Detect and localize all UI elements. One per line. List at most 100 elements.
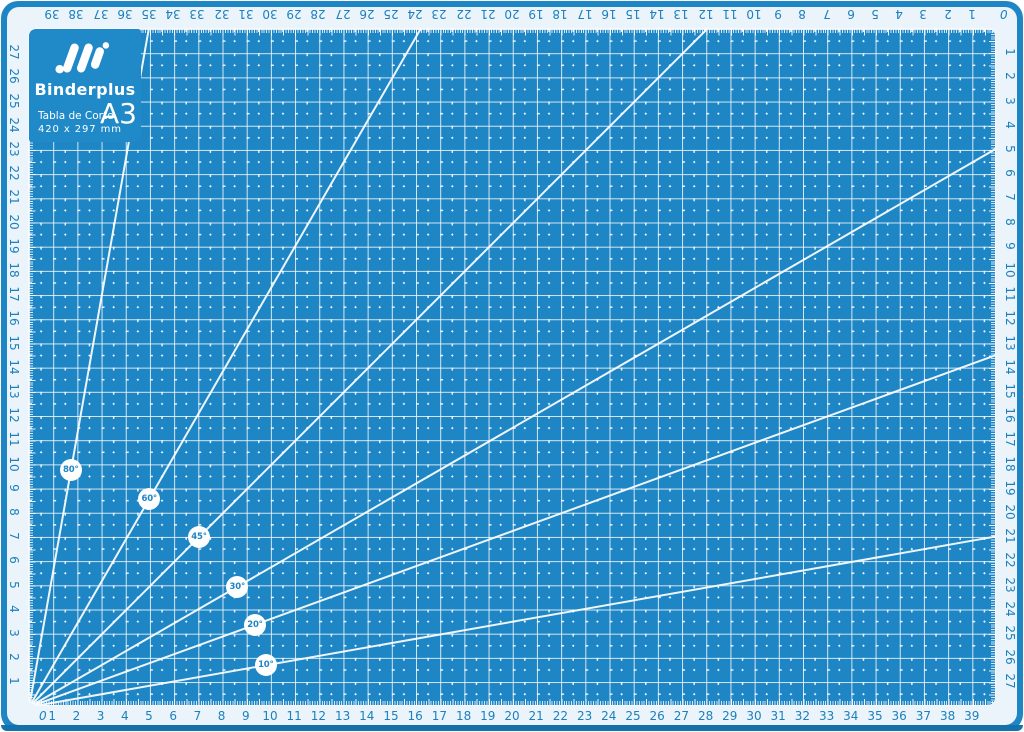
ruler-number: 5	[6, 580, 21, 589]
ruler-number: 12	[310, 709, 327, 723]
ruler-number: 3	[1003, 96, 1017, 105]
angle-badge: 80°	[59, 459, 82, 482]
logo-panel: Binderplus Tabla de Corte 420 x 297 mm A…	[29, 29, 141, 142]
ruler-number: 29	[286, 6, 302, 21]
ruler-number: 11	[1003, 286, 1017, 302]
ruler-number: 27	[673, 709, 690, 723]
ruler-number: 11	[722, 6, 738, 21]
ruler-number: 29	[722, 709, 738, 723]
ruler-number: 14	[649, 6, 665, 21]
angle-badge: 30°	[226, 575, 249, 598]
ruler-number: 25	[383, 6, 399, 21]
angle-badge: 10°	[254, 654, 277, 677]
ruler-number: 3	[919, 6, 928, 21]
ruler-number: 5	[871, 6, 879, 21]
ruler-number: 38	[68, 6, 85, 21]
ruler-number: 18	[552, 6, 569, 21]
mm-ticks-left	[29, 29, 36, 705]
ruler-number: 20	[6, 213, 21, 230]
ruler-number: 34	[843, 709, 859, 723]
brand-name: Binderplus	[34, 80, 136, 99]
ruler-number: 20	[504, 709, 520, 723]
ruler-number: 21	[480, 6, 496, 21]
ruler-number: 11	[6, 431, 21, 448]
angle-badge: 20°	[243, 613, 266, 636]
ruler-number: 7	[6, 532, 21, 541]
ruler-number: 9	[774, 6, 783, 21]
ruler-number: 15	[625, 6, 641, 21]
ruler-number: 31	[238, 6, 254, 21]
ruler-number: 16	[407, 709, 423, 723]
ruler-number: 19	[480, 709, 496, 723]
ruler-number: 17	[6, 286, 21, 302]
ruler-number: 23	[6, 141, 21, 157]
ruler-number: 23	[576, 709, 593, 723]
ruler-number: 19	[1003, 480, 1017, 496]
ruler-number: 33	[189, 6, 206, 21]
ruler-number: 33	[818, 709, 835, 723]
wave-logo-icon	[55, 42, 110, 74]
ruler-number: 4	[120, 709, 129, 723]
ruler-number: 26	[359, 6, 375, 21]
ruler-number: 28	[310, 6, 327, 21]
ruler-number: 11	[286, 709, 302, 723]
ruler-number: 34	[165, 6, 181, 21]
ruler-number: 20	[504, 6, 520, 21]
ruler-number: 23	[1003, 576, 1017, 593]
ruler-number: 5	[145, 709, 153, 723]
ruler-zero-bottom-left: 0	[39, 709, 47, 723]
ruler-number: 23	[431, 6, 448, 21]
ruler-number: 18	[6, 262, 21, 278]
ruler-number: 15	[1003, 383, 1017, 399]
angle-badge: 45°	[188, 525, 211, 548]
ruler-number: 32	[794, 709, 811, 723]
ruler-number: 2	[6, 653, 21, 662]
ruler-number: 8	[6, 508, 21, 516]
ruler-number: 7	[1003, 193, 1017, 202]
ruler-number: 10	[746, 6, 762, 21]
ruler-number: 22	[1003, 552, 1017, 569]
ruler-number: 8	[1003, 217, 1017, 226]
ruler-number: 1	[967, 6, 976, 21]
mm-ticks-bottom	[29, 698, 995, 705]
ruler-number: 24	[407, 6, 423, 21]
ruler-number: 12	[697, 6, 714, 21]
ruler-number: 36	[117, 6, 133, 21]
ruler-number: 22	[455, 6, 472, 21]
angle-line	[29, 353, 995, 705]
ruler-number: 25	[6, 92, 21, 109]
ruler-number: 14	[6, 359, 21, 375]
ruler-number: 38	[939, 709, 956, 723]
ruler-number: 24	[1003, 601, 1017, 617]
ruler-number: 9	[6, 483, 21, 492]
product-name: Tabla de Corte	[38, 110, 114, 122]
ruler-number: 10	[6, 455, 21, 472]
ruler-number: 16	[6, 310, 21, 327]
ruler-number: 20	[1003, 504, 1017, 520]
ruler-number: 18	[1003, 455, 1017, 472]
ruler-number: 32	[213, 6, 230, 21]
ruler-number: 24	[6, 117, 21, 133]
ruler-number: 15	[6, 334, 21, 351]
ruler-number: 13	[1003, 334, 1017, 351]
ruler-number: 27	[1003, 673, 1017, 690]
angle-badge: 60°	[138, 487, 161, 510]
ruler-number: 35	[867, 709, 883, 723]
ruler-number: 37	[92, 6, 109, 21]
ruler-number: 2	[1003, 72, 1017, 81]
ruler-number: 26	[6, 68, 21, 85]
ruler-number: 2	[943, 6, 952, 21]
ruler-number: 3	[6, 629, 21, 637]
ruler-number: 26	[649, 709, 665, 723]
ruler-number: 13	[6, 383, 21, 399]
ruler-number: 19	[528, 6, 544, 21]
ruler-number: 4	[1003, 120, 1017, 129]
ruler-number: 36	[891, 709, 907, 723]
ruler-number: 21	[1003, 528, 1017, 544]
ruler-number: 9	[1003, 241, 1017, 250]
ruler-number: 18	[455, 709, 472, 723]
ruler-number: 10	[262, 709, 278, 723]
ruler-number: 15	[383, 709, 399, 723]
ruler-number: 39	[44, 6, 60, 21]
format-label: A3	[100, 97, 137, 130]
